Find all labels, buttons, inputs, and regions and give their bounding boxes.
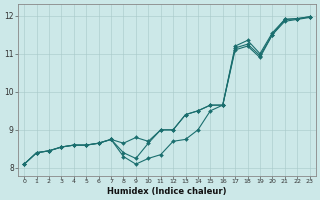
X-axis label: Humidex (Indice chaleur): Humidex (Indice chaleur): [107, 187, 227, 196]
